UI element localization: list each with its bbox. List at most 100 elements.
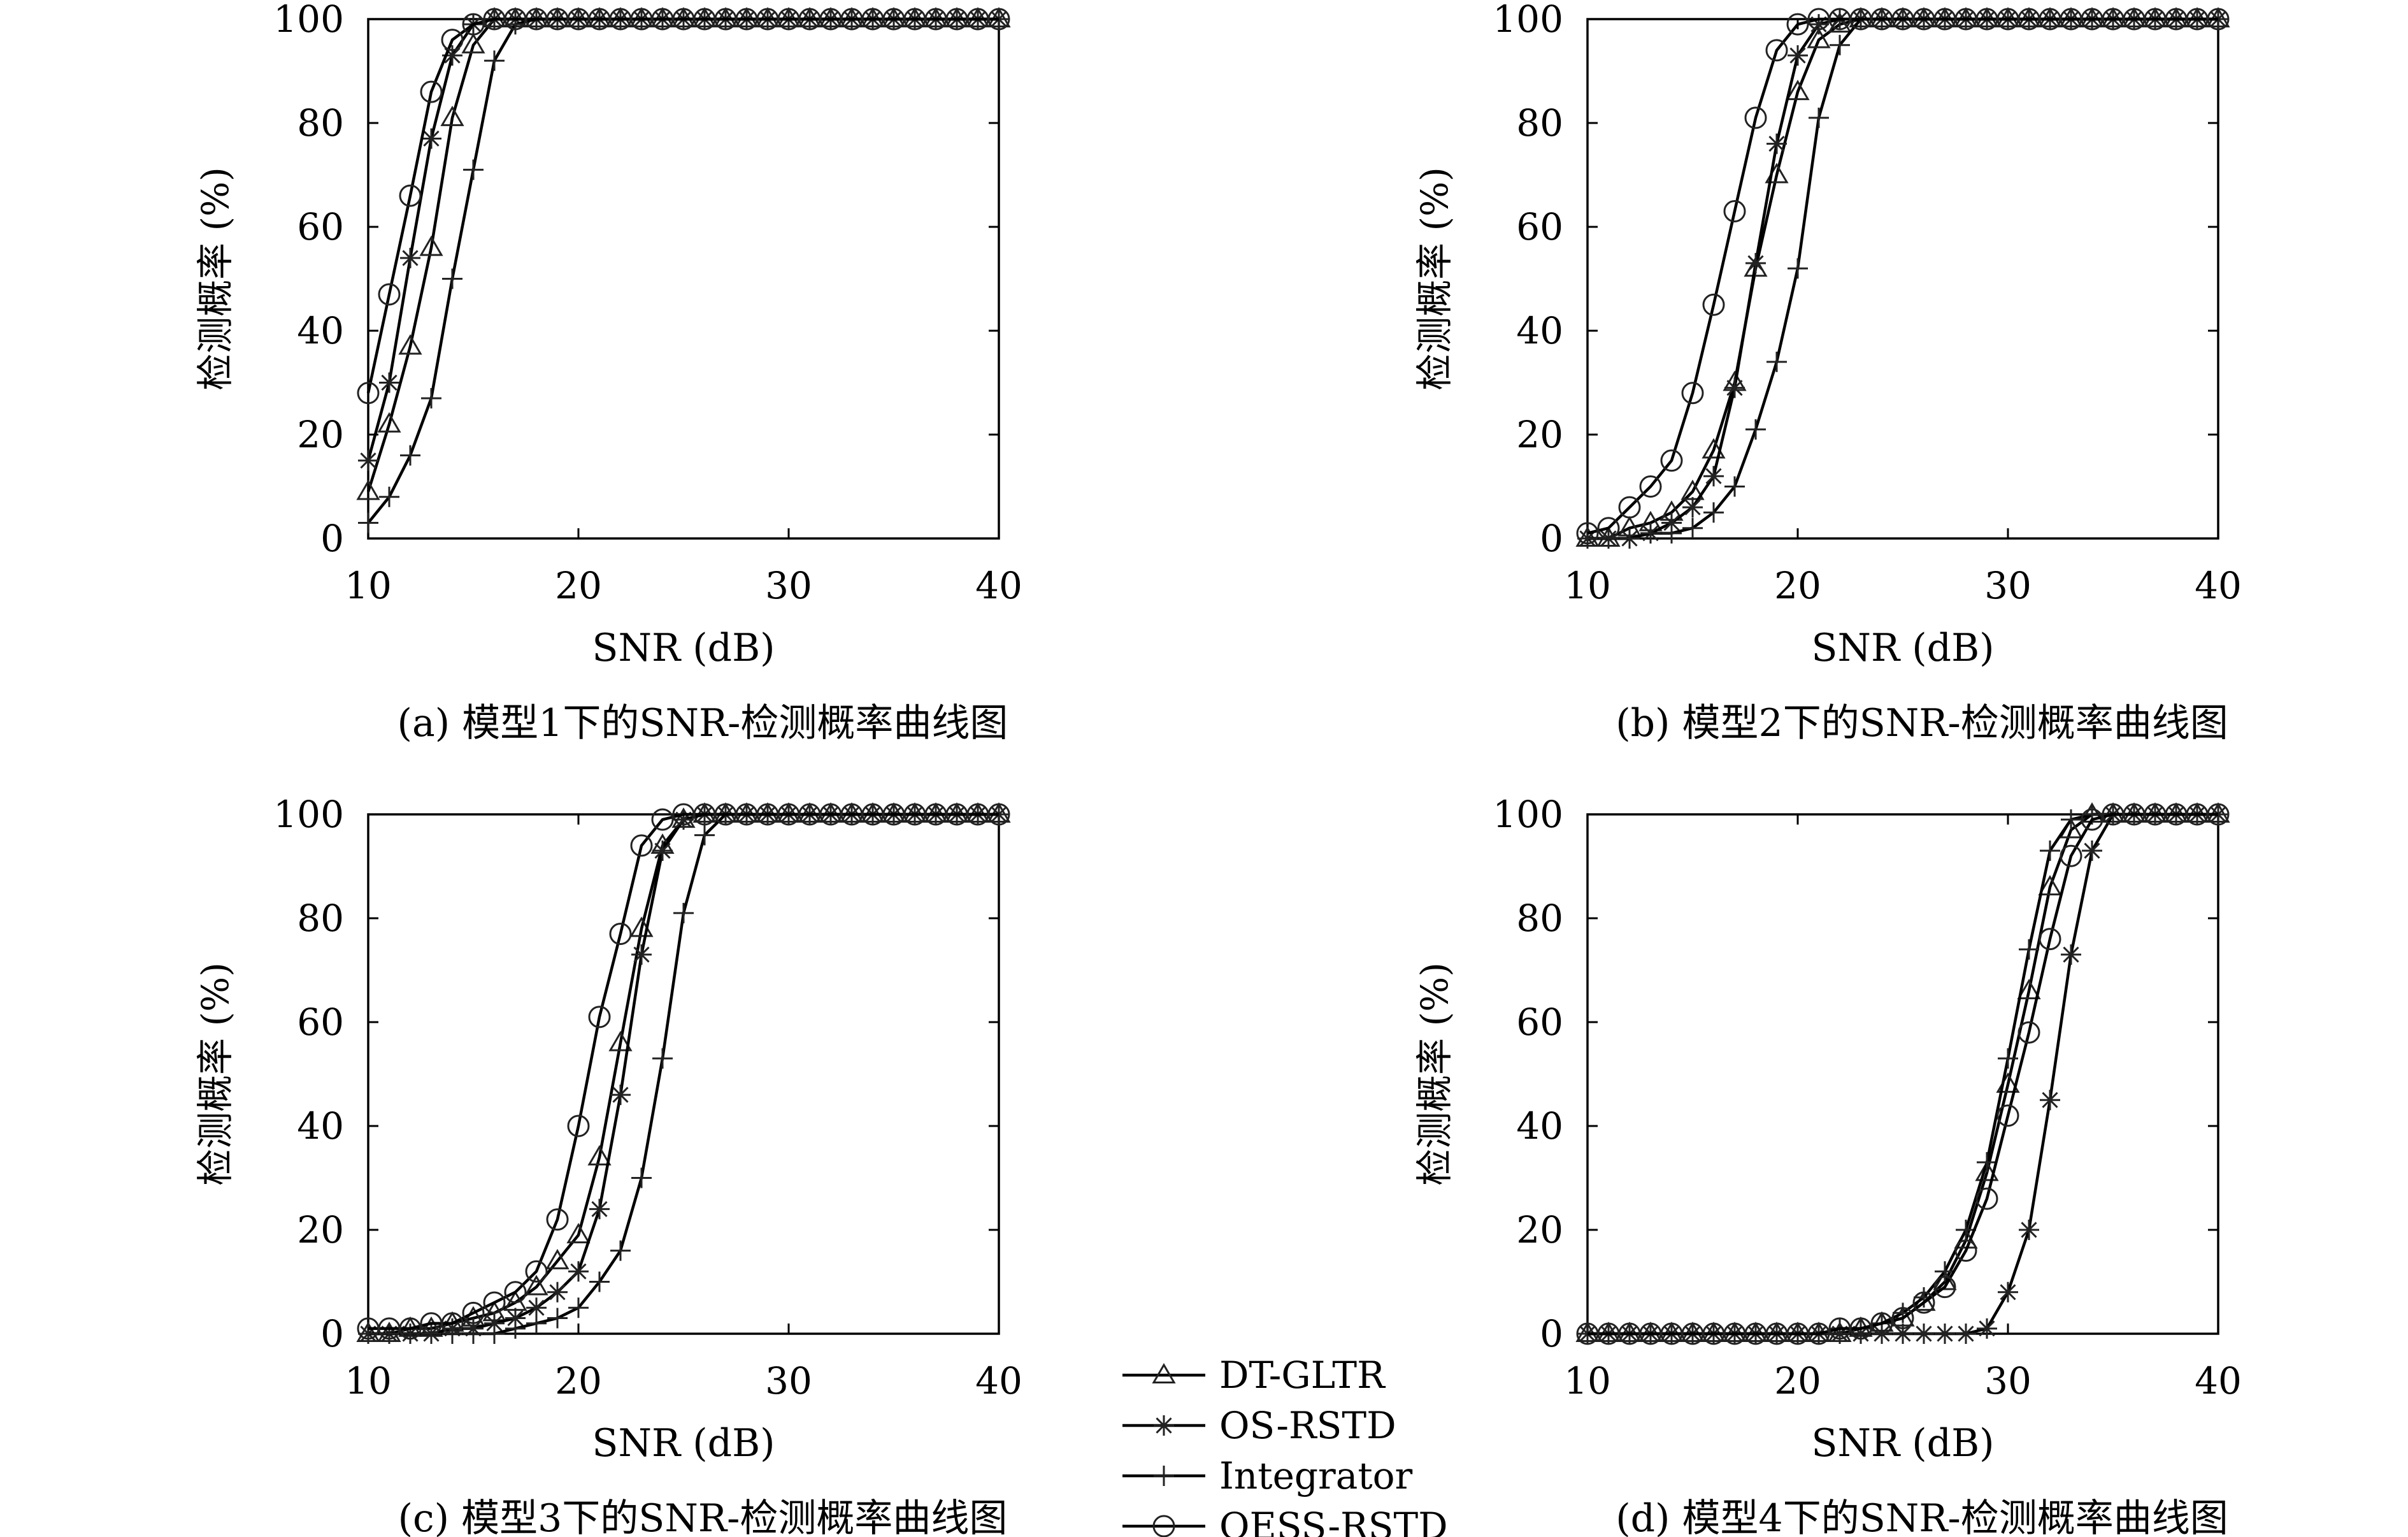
y-tick-label: 60: [297, 205, 344, 249]
data-point: [652, 1048, 673, 1069]
data-point: [1809, 14, 1829, 35]
panel-caption: (b) 模型2下的SNR-检测概率曲线图: [1616, 701, 2228, 746]
data-point: [441, 1312, 464, 1335]
data-point: [1807, 27, 1831, 48]
x-tick-label: 40: [975, 1359, 1022, 1403]
y-tick-label: 20: [297, 413, 344, 456]
x-tick-label: 10: [1564, 564, 1611, 607]
legend-item-integrator: Integrator: [1122, 1454, 1413, 1497]
data-point: [588, 1006, 611, 1028]
data-point: [1703, 466, 1724, 487]
data-point: [1998, 1048, 2018, 1069]
y-tick-label: 0: [320, 1312, 344, 1355]
legend-label: OS-RSTD: [1219, 1404, 1396, 1447]
data-point: [1681, 382, 1704, 405]
data-point: [1619, 528, 1640, 549]
data-point: [1661, 523, 1682, 544]
data-point: [1870, 1312, 1893, 1335]
series-oess-rstd: [357, 803, 1010, 1340]
data-point: [461, 32, 485, 54]
data-point: [400, 1324, 420, 1344]
data-point: [589, 1271, 610, 1292]
data-point: [1745, 419, 1766, 440]
series-dt-gltr: [356, 802, 1011, 1343]
data-point: [694, 825, 715, 846]
data-point: [463, 1324, 484, 1344]
data-point: [1998, 1281, 2018, 1302]
data-point: [587, 1144, 612, 1165]
data-point: [505, 14, 526, 35]
data-point: [1767, 351, 1787, 372]
legend-label: OESS-RSTD: [1219, 1505, 1448, 1537]
series-integrator: [358, 9, 1009, 533]
y-tick-label: 40: [1516, 1104, 1563, 1148]
data-point: [545, 1248, 570, 1269]
data-point: [1682, 497, 1703, 518]
series-line: [368, 812, 999, 1336]
y-tick-label: 100: [1493, 0, 1563, 41]
x-tick-label: 30: [765, 564, 812, 607]
chart-panel-a: 10 20 30 40 0 20 40 60 80 100 SNR (dB) 检测概率 (%) (a) …: [194, 0, 1022, 746]
y-axis-label: 检测概率 (%): [194, 962, 237, 1186]
y-tick-label: 60: [1516, 205, 1563, 249]
x-axis-label: SNR (dB): [592, 1421, 775, 1466]
legend-label: Integrator: [1219, 1454, 1413, 1497]
data-point: [2061, 944, 2081, 965]
data-point: [1996, 1104, 2019, 1127]
data-point: [462, 13, 485, 36]
data-point: [1786, 80, 1810, 101]
data-point: [398, 334, 422, 355]
data-point: [1977, 1318, 1997, 1339]
y-tick-label: 100: [273, 0, 344, 41]
data-point: [2019, 1220, 2039, 1240]
series-oess-rstd: [357, 8, 1010, 405]
y-tick-label: 80: [297, 897, 344, 940]
x-tick-label: 20: [1774, 1359, 1821, 1403]
plot-frame: [367, 813, 1000, 1335]
legend-marker-asterisk-icon: [1154, 1415, 1174, 1436]
data-point: [379, 372, 399, 393]
data-point: [652, 841, 673, 862]
y-axis-label: 检测概率 (%): [194, 167, 237, 391]
data-point: [484, 1324, 505, 1344]
data-point: [651, 808, 674, 831]
data-point: [1933, 1276, 1956, 1299]
y-tick-label: 0: [320, 517, 344, 560]
data-point: [1807, 1322, 1830, 1345]
series-dt-gltr: [1575, 802, 2230, 1343]
data-point: [2040, 841, 2060, 862]
y-tick-label: 40: [297, 1104, 344, 1148]
series-os-rstd: [1577, 804, 2228, 1344]
data-point: [1891, 1307, 1914, 1330]
data-point: [1724, 377, 1745, 398]
data-point: [1745, 253, 1766, 274]
data-point: [1661, 512, 1682, 533]
data-point: [400, 247, 420, 268]
data-point: [2207, 8, 2230, 31]
data-point: [1724, 476, 1745, 497]
chart-panel-b: 10 20 30 40 0 20 40 60 80 100 SNR (dB) 检测概率 (%) (b) …: [1413, 0, 2242, 746]
series-integrator: [1577, 804, 2228, 1344]
y-tick-label: 80: [1516, 897, 1563, 940]
series-line: [368, 812, 999, 1336]
x-tick-label: 20: [555, 1359, 602, 1403]
x-tick-label: 40: [2195, 1359, 2242, 1403]
data-point: [673, 809, 694, 830]
data-point: [1618, 496, 1641, 519]
data-point: [441, 29, 464, 52]
data-point: [546, 1208, 569, 1231]
y-tick-label: 0: [1540, 1312, 1563, 1355]
series-line: [1587, 812, 2218, 1336]
legend-label: DT-GLTR: [1219, 1353, 1386, 1397]
panel-caption: (d) 模型4下的SNR-检测概率曲线图: [1616, 1496, 2228, 1537]
legend-item-os-rstd: OS-RSTD: [1122, 1404, 1396, 1447]
legend-item-dt-gltr: DT-GLTR: [1122, 1353, 1386, 1397]
data-point: [1765, 39, 1788, 62]
data-point: [358, 450, 378, 471]
data-point: [2060, 844, 2082, 867]
series-os-rstd: [358, 9, 1009, 471]
y-tick-label: 60: [297, 1000, 344, 1044]
x-tick-label: 30: [1984, 1359, 2032, 1403]
series-os-rstd: [358, 804, 1009, 1344]
data-point: [630, 834, 653, 857]
